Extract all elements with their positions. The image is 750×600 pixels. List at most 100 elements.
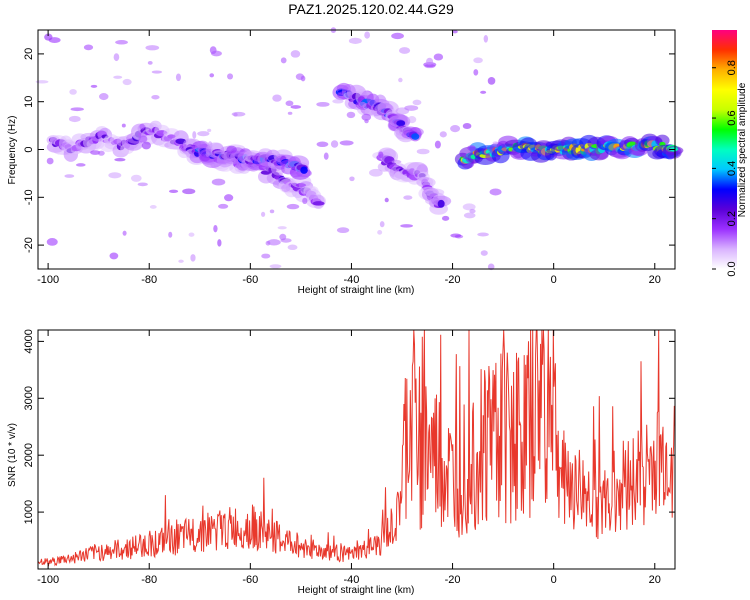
spectrogram-noise xyxy=(269,209,275,214)
spectrogram-noise xyxy=(492,141,499,145)
spectrogram-noise xyxy=(233,112,238,117)
spectrogram-noise xyxy=(287,111,293,115)
x-tick-label: -100 xyxy=(37,274,59,286)
spectrogram-halo xyxy=(655,134,670,147)
spectrogram-noise xyxy=(269,264,282,269)
spectrogram-noise xyxy=(332,99,344,104)
x-tick-label: -100 xyxy=(37,574,59,586)
spectrogram-noise xyxy=(83,44,94,51)
spectrogram-noise xyxy=(416,148,430,155)
snr-frame xyxy=(37,329,676,570)
spectrogram-noise xyxy=(182,188,196,195)
spectrogram-noise xyxy=(398,77,403,83)
spectrogram-noise xyxy=(149,205,157,209)
spectrogram-noise xyxy=(391,32,404,40)
spectrogram-noise xyxy=(412,99,422,106)
spectrogram-noise xyxy=(188,232,195,237)
y-tick-label: -20 xyxy=(23,237,35,253)
spectrogram-noise xyxy=(130,174,142,182)
spectrogram-noise xyxy=(348,37,362,44)
y-tick-label: 3000 xyxy=(23,386,35,410)
x-tick-label: 0 xyxy=(551,274,557,286)
colorbar-gradient xyxy=(712,30,737,269)
spectrogram-noise xyxy=(280,57,287,64)
spectrogram-noise xyxy=(407,116,417,124)
spectrogram-noise xyxy=(227,73,234,80)
snr-series-line xyxy=(37,329,676,567)
x-tick-label: -20 xyxy=(445,574,461,586)
spectrogram-noise xyxy=(285,100,294,107)
snr-y-ticks: 1000 2000 3000 4000 xyxy=(23,329,675,524)
spectrogram-noise xyxy=(364,31,371,39)
colorbar-label: Normalized spectral amplitude xyxy=(737,82,748,217)
spectrogram-noise xyxy=(113,75,123,79)
spectrogram-noise xyxy=(64,174,75,178)
spectrogram-noise xyxy=(121,123,126,128)
spectrogram-noise xyxy=(151,70,163,74)
spectrogram-noise xyxy=(151,95,160,100)
spectrogram-noise xyxy=(168,189,179,193)
spectrogram-noise xyxy=(434,140,441,149)
colorbar-ticks: 0.0 0.2 0.4 0.6 0.8 xyxy=(712,60,738,277)
x-tick-label: 20 xyxy=(649,274,661,286)
spectrogram-noise xyxy=(109,252,119,260)
spectrogram-noise xyxy=(439,131,447,138)
spectrogram-noise xyxy=(217,239,222,247)
spectrogram-noise xyxy=(286,203,300,210)
spectrogram-noise xyxy=(207,141,213,149)
y-tick-label: 2000 xyxy=(23,443,35,467)
spectrogram-noise xyxy=(467,145,476,151)
spectrogram-noise xyxy=(316,101,330,107)
spectrogram-noise xyxy=(378,151,384,159)
snr-panel: -100 -80 -60 -40 -20 0 20 1000 2000 3000 4000 Hei… xyxy=(7,329,676,596)
spectrogram-noise xyxy=(213,224,218,233)
spectrogram-core xyxy=(312,201,325,206)
spectrogram-noise xyxy=(261,253,271,259)
spectrogram-noise xyxy=(224,194,234,202)
spectrogram-noise xyxy=(323,152,329,160)
spectrogram-noise xyxy=(272,94,282,102)
spectrogram-noise xyxy=(46,238,58,246)
spectrogram-noise xyxy=(349,176,355,182)
spectrogram-noise xyxy=(346,111,356,119)
spectrogram-noise xyxy=(213,150,226,155)
spectrogram-noise xyxy=(207,128,212,133)
spectrogram-noise xyxy=(462,123,472,129)
spectrogram-blobs xyxy=(35,27,684,271)
spectrogram-noise xyxy=(209,73,215,78)
y-tick-label: 0 xyxy=(23,146,35,152)
spectrogram-noise xyxy=(336,227,350,234)
colorbar-tick-label: 0.8 xyxy=(726,60,738,75)
x-tick-label: -60 xyxy=(242,574,258,586)
spectrogram-noise xyxy=(339,140,354,146)
snr-x-ticks: -100 -80 -60 -40 -20 0 20 xyxy=(37,330,661,586)
spectrogram-noise xyxy=(168,231,173,238)
spectrogram-noise xyxy=(400,224,414,228)
spectrogram-core xyxy=(300,166,308,174)
spectrogram-x-axis-label: Height of straight line (km) xyxy=(298,285,415,296)
spectrogram-noise xyxy=(261,211,266,217)
spectrogram-noise xyxy=(403,195,413,200)
spectrogram-noise xyxy=(147,60,153,65)
spectrogram-noise xyxy=(46,157,54,165)
x-tick-label: -20 xyxy=(445,274,461,286)
spectrogram-noise xyxy=(379,221,385,228)
spectrogram-noise xyxy=(361,113,372,121)
colorbar-tick-label: 0.0 xyxy=(726,261,738,276)
spectrogram-noise xyxy=(473,69,479,76)
spectrogram-noise xyxy=(267,239,281,246)
snr-y-axis-label: SNR (10 * v/v) xyxy=(7,423,18,487)
x-tick-label: -40 xyxy=(343,274,359,286)
spectrogram-noise xyxy=(115,40,128,45)
spectrogram-noise xyxy=(69,89,77,95)
spectrogram-x-ticks: -100 -80 -60 -40 -20 0 20 xyxy=(37,30,661,286)
spectrogram-noise xyxy=(398,47,411,54)
spectrogram-noise xyxy=(113,53,120,62)
spectrogram-noise xyxy=(290,50,301,58)
spectrogram-noise xyxy=(197,131,210,137)
spectrogram-noise xyxy=(480,250,488,256)
colorbar-tick-label: 0.2 xyxy=(726,211,738,226)
spectrogram-noise xyxy=(391,159,402,164)
spectrogram-noise xyxy=(483,34,489,43)
